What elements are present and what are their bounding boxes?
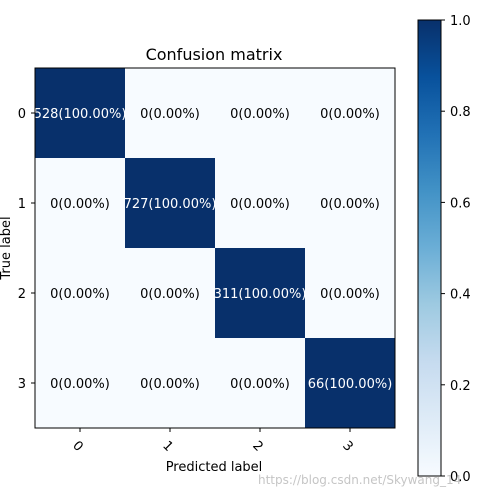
heatmap-cell-r2-c2 — [215, 248, 305, 338]
heatmap-cell-r1-c2 — [215, 158, 305, 248]
cell-label-r1-c3: 0(0.00%) — [320, 197, 380, 212]
cell-label-r0-c1: 0(0.00%) — [140, 107, 200, 122]
cell-label-r1-c0: 0(0.00%) — [50, 197, 110, 212]
colorbar-tick-label: 0.8 — [450, 105, 471, 120]
cell-label-r2-c0: 0(0.00%) — [50, 287, 110, 302]
cell-label-r0-c2: 0(0.00%) — [230, 107, 290, 122]
heatmap-cell-r1-c3 — [305, 158, 395, 248]
chart-title: Confusion matrix — [146, 45, 283, 64]
heatmap-cell-r3-c1 — [125, 338, 215, 428]
watermark-text: https://blog.csdn.net/Skywang_14 — [258, 473, 462, 487]
heatmap-cell-r0-c3 — [305, 68, 395, 158]
heatmap-cell-r3-c3 — [305, 338, 395, 428]
heatmap-cell-r2-c1 — [125, 248, 215, 338]
cell-label-r2-c3: 0(0.00%) — [320, 287, 380, 302]
cell-label-r3-c3: 66(100.00%) — [308, 377, 393, 392]
heatmap-cell-labels: 528(100.00%) 0(0.00%) 0(0.00%) 0(0.00%) 0(0.… — [34, 107, 393, 392]
y-tick-label: 2 — [18, 287, 26, 302]
heatmap-cell-r0-c1 — [125, 68, 215, 158]
colorbar-tick-label: 1.0 — [450, 14, 471, 29]
heatmap-cell-r1-c1 — [125, 158, 215, 248]
cell-label-r3-c2: 0(0.00%) — [230, 377, 290, 392]
y-axis-label: True label — [0, 216, 14, 280]
colorbar-tick-label: 0.4 — [450, 288, 471, 303]
heatmap-cell-r2-c0 — [35, 248, 125, 338]
heatmap-cells — [35, 68, 395, 428]
y-tick-label: 0 — [18, 107, 26, 122]
heatmap-cell-r0-c0 — [35, 68, 125, 158]
colorbar — [417, 19, 442, 477]
x-axis-label: Predicted label — [166, 460, 263, 475]
colorbar-tick-label: 0.0 — [450, 470, 471, 485]
cell-label-r0-c0: 528(100.00%) — [34, 107, 127, 122]
heatmap-cell-r2-c3 — [305, 248, 395, 338]
cell-label-r0-c3: 0(0.00%) — [320, 107, 380, 122]
heatmap-cell-r3-c0 — [35, 338, 125, 428]
cell-label-r2-c1: 0(0.00%) — [140, 287, 200, 302]
cell-label-r3-c1: 0(0.00%) — [140, 377, 200, 392]
cell-label-r1-c1: 727(100.00%) — [124, 197, 217, 212]
colorbar-tick-label: 0.6 — [450, 196, 471, 211]
cell-label-r2-c2: 311(100.00%) — [214, 287, 307, 302]
heatmap-cell-r0-c2 — [215, 68, 305, 158]
plot-frame — [34, 67, 396, 429]
cell-label-r1-c2: 0(0.00%) — [230, 197, 290, 212]
y-tick-label: 1 — [18, 197, 26, 212]
y-tick-label: 3 — [18, 377, 26, 392]
heatmap-cell-r1-c0 — [35, 158, 125, 248]
heatmap-cell-r3-c2 — [215, 338, 305, 428]
cell-label-r3-c0: 0(0.00%) — [50, 377, 110, 392]
colorbar-tick-label: 0.2 — [450, 379, 471, 394]
colorbar-ticks: 0.0 0.2 0.4 0.6 0.8 1.0 — [441, 14, 471, 485]
y-axis-ticks: 0 1 2 3 — [18, 107, 35, 392]
